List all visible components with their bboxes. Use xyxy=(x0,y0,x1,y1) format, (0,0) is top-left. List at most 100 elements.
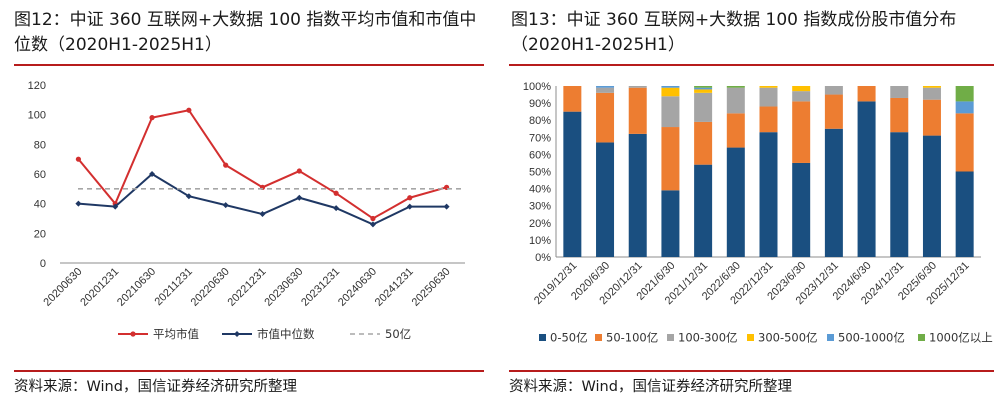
y-tick-label: 0% xyxy=(535,252,551,264)
bar-segment xyxy=(792,91,811,102)
bar-segment xyxy=(628,86,647,88)
legend-swatch xyxy=(667,334,674,341)
legend-50yi: 50亿 xyxy=(350,327,411,341)
data-point-median xyxy=(333,205,340,212)
y-tick-label: 40% xyxy=(529,184,551,196)
x-tick-label: 20201231 xyxy=(78,266,121,309)
data-point-average xyxy=(407,195,413,201)
bar-segment xyxy=(922,87,941,100)
x-tick-label: 20221231 xyxy=(226,266,269,309)
bar-segment xyxy=(890,132,909,257)
bar-segment xyxy=(661,86,680,88)
x-tick-label: 20211231 xyxy=(152,266,195,309)
y-tick-label: 30% xyxy=(529,201,551,213)
bar-segment xyxy=(661,190,680,257)
data-point-median xyxy=(112,203,119,210)
series-line-average xyxy=(77,109,447,220)
data-point-median xyxy=(369,221,376,228)
bar-segment xyxy=(955,113,974,172)
x-tick-label: 20230630 xyxy=(262,266,305,309)
legend-label: 平均市值 xyxy=(153,327,199,341)
y-tick-label: 80% xyxy=(529,115,551,127)
bar-segment xyxy=(824,94,843,129)
y-tick-label: 0 xyxy=(40,258,46,270)
legend-swatch xyxy=(827,334,834,341)
y-tick-label: 20% xyxy=(529,218,551,230)
legend-swatch xyxy=(747,334,754,341)
left-chart-panel: 图12：中证 360 互联网+大数据 100 指数平均市值和市值中位数（2020… xyxy=(0,0,490,415)
bar-segment xyxy=(694,89,713,93)
bar-segment xyxy=(955,101,974,114)
x-tick-label: 20220630 xyxy=(189,266,232,309)
legend-marker xyxy=(234,331,240,337)
legend-item: 0-50亿 xyxy=(539,331,588,345)
left-title-divider xyxy=(14,64,484,66)
bar-segment xyxy=(824,128,843,257)
right-chart-title: 图13：中证 360 互联网+大数据 100 指数成份股市值分布（2020H1-… xyxy=(511,10,957,55)
bar-segment xyxy=(857,86,876,102)
bar-segment xyxy=(922,99,941,136)
y-tick-label: 20 xyxy=(34,228,46,240)
legend-item: 1000亿以上 xyxy=(918,331,993,345)
bar-segment xyxy=(955,171,974,257)
data-point-average xyxy=(370,215,376,222)
legend-marker xyxy=(130,331,136,337)
bar-segment xyxy=(759,87,778,107)
bar-segment xyxy=(596,92,615,143)
bar-segment xyxy=(922,86,941,88)
legend-label: 市值中位数 xyxy=(257,327,315,341)
data-point-median xyxy=(443,203,450,210)
y-tick-label: 120 xyxy=(28,80,46,92)
y-tick-label: 50% xyxy=(529,167,551,179)
bar-segment xyxy=(596,86,615,88)
data-point-median xyxy=(185,193,192,200)
bar-segment xyxy=(661,87,680,97)
bar-segment xyxy=(694,121,713,165)
legend-median: 市值中位数 xyxy=(222,327,315,341)
y-tick-label: 60 xyxy=(34,169,46,181)
y-tick-label: 100% xyxy=(523,81,551,93)
left-source-divider xyxy=(14,370,484,372)
legend-swatch xyxy=(539,334,546,341)
left-chart-title: 图12：中证 360 互联网+大数据 100 指数平均市值和市值中位数（2020… xyxy=(14,10,477,55)
bar-segment xyxy=(759,86,778,88)
legend-average: 平均市值 xyxy=(118,327,199,341)
y-tick-label: 70% xyxy=(529,132,551,144)
bar-segment xyxy=(726,86,745,88)
left-chart-source: 资料来源：Wind，国信证券经济研究所整理 xyxy=(14,379,297,395)
x-tick-label: 20210630 xyxy=(115,266,158,309)
bar-segment xyxy=(792,162,811,257)
bar-segment xyxy=(661,96,680,128)
data-point-median xyxy=(222,202,229,209)
data-point-average xyxy=(75,156,82,162)
bar-segment xyxy=(890,97,909,133)
bar-segment xyxy=(857,101,876,257)
x-tick-label: 20231231 xyxy=(299,266,342,309)
bar-segment xyxy=(726,113,745,148)
right-chart-source: 资料来源：Wind，国信证券经济研究所整理 xyxy=(509,379,792,395)
bar-segment xyxy=(694,164,713,257)
bar-segment xyxy=(563,111,582,258)
x-tick-label: 20241231 xyxy=(373,266,416,309)
y-tick-label: 40 xyxy=(34,199,46,211)
legend-label: 0-50亿 xyxy=(550,331,588,345)
right-source-divider xyxy=(509,370,994,372)
x-tick-label: 20240630 xyxy=(336,266,379,309)
data-point-average xyxy=(333,190,339,196)
legend-label: 50亿 xyxy=(385,327,411,341)
data-point-median xyxy=(296,194,303,201)
bar-segment xyxy=(661,127,680,191)
x-tick-label: 2019/12/31 xyxy=(532,260,579,307)
legend-label: 1000亿以上 xyxy=(929,331,993,345)
y-tick-label: 100 xyxy=(28,110,46,122)
y-tick-label: 60% xyxy=(529,149,551,161)
bar-segment xyxy=(596,87,615,93)
data-point-average xyxy=(186,107,192,113)
bar-segment xyxy=(694,87,713,90)
bar-segment xyxy=(792,101,811,163)
bar-segment xyxy=(628,133,647,257)
bar-segment xyxy=(792,86,811,92)
legend-swatch xyxy=(595,334,602,341)
bar-segment xyxy=(759,106,778,133)
bar-segment xyxy=(955,86,974,102)
